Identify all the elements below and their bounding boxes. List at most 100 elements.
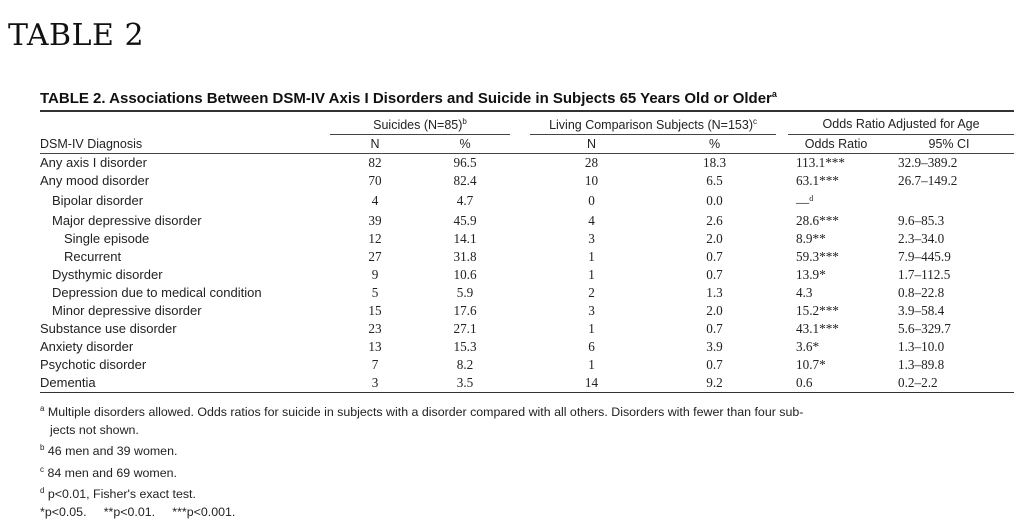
cell-n-living: 28 xyxy=(530,153,654,173)
group-suicides-mark: b xyxy=(462,117,467,126)
group-suicides-label: Suicides (N=85) xyxy=(373,118,463,133)
table-row: Single episode 12 14.1 3 2.0 8.9** 2.3–34.0 xyxy=(40,230,1014,248)
cell-ci: 1.3–10.0 xyxy=(884,338,1014,356)
footnote-d: d p<0.01, Fisher's exact test. xyxy=(40,482,1016,504)
cell-pct-living: 2.6 xyxy=(653,212,776,230)
spacer xyxy=(776,338,788,356)
cell-ci-value: 3.9–58.4 xyxy=(898,302,945,318)
cell-n-suicides: 3 xyxy=(330,373,420,393)
row-label-value: Psychotic disorder xyxy=(40,356,147,372)
footnotes: a Multiple disorders allowed. Odds ratio… xyxy=(40,400,1016,522)
col-header-n-living: N xyxy=(587,137,597,152)
cell-n-living-value: 3 xyxy=(588,230,595,246)
cell-pct-suicides: 15.3 xyxy=(420,338,510,356)
cell-ci-value: 5.6–329.7 xyxy=(898,320,951,336)
cell-pct-living-value: 0.0 xyxy=(706,192,723,208)
cell-odds-ratio: 10.7* xyxy=(788,356,884,374)
cell-pct-living: 0.7 xyxy=(653,248,776,266)
table-top-rule xyxy=(40,110,1014,112)
table-row: Major depressive disorder 39 45.9 4 2.6 28.6*… xyxy=(40,212,1014,230)
spacer xyxy=(510,320,530,338)
cell-pct-suicides: 8.2 xyxy=(420,356,510,374)
cell-n-suicides: 7 xyxy=(330,356,420,374)
cell-ci: 0.2–2.2 xyxy=(884,373,1015,393)
cell-n-living-value: 1 xyxy=(588,266,595,282)
footnote-c-text: 84 men and 69 women. xyxy=(47,465,177,480)
cell-ci-value: 2.3–34.0 xyxy=(898,230,945,246)
cell-odds-ratio-value: 28.6*** xyxy=(796,212,839,228)
cell-odds-ratio: 4.3 xyxy=(788,284,884,302)
cell-n-suicides: 27 xyxy=(330,248,420,266)
cell-odds-ratio: 3.6* xyxy=(788,338,884,356)
cell-n-suicides: 82 xyxy=(330,153,420,173)
spacer xyxy=(776,153,789,173)
row-label-value: Dysthymic disorder xyxy=(52,266,163,282)
cell-pct-living-value: 6.5 xyxy=(706,173,723,189)
spacer xyxy=(510,190,530,211)
cell-ci: 1.3–89.8 xyxy=(884,356,1014,374)
cell-pct-suicides-value: 3.5 xyxy=(456,374,474,390)
row-label-value: Substance use disorder xyxy=(40,320,177,336)
cell-odds-ratio-value: 10.7* xyxy=(796,356,826,372)
spacer xyxy=(510,153,531,173)
footnote-a-mark: a xyxy=(40,404,45,413)
table-row: Any axis I disorder 82 96.5 28 18.3 113.1*** 3… xyxy=(40,153,1015,173)
row-label-value: Bipolar disorder xyxy=(52,192,144,208)
cell-odds-ratio-value: 113.1*** xyxy=(796,155,845,171)
cell-n-living-value: 14 xyxy=(584,374,599,390)
spacer xyxy=(776,172,788,190)
spacer xyxy=(510,284,530,302)
cell-n-living: 1 xyxy=(530,356,653,374)
group-header-odds: Odds Ratio Adjusted for Age xyxy=(788,113,1015,136)
odds-ratio-footnote-mark: d xyxy=(809,194,814,204)
cell-n-living: 2 xyxy=(530,284,653,302)
cell-ci xyxy=(884,190,1014,211)
cell-ci-value: 7.9–445.9 xyxy=(898,248,951,264)
cell-odds-ratio: 0.6 xyxy=(788,373,885,393)
row-label: Dysthymic disorder xyxy=(40,266,330,284)
spacer xyxy=(510,172,530,190)
cell-n-living: 1 xyxy=(530,320,653,338)
cell-n-living: 4 xyxy=(530,212,653,230)
cell-n-suicides-value: 7 xyxy=(371,356,379,372)
footnote-a-text: Multiple disorders allowed. Odds ratios … xyxy=(47,405,804,420)
table-row: Any mood disorder 70 82.4 10 6.5 63.1*** 26.7–… xyxy=(40,172,1014,190)
cell-pct-suicides-value: 15.3 xyxy=(453,338,477,354)
cell-pct-living: 1.3 xyxy=(653,284,776,302)
group-living-label: Living Comparison Subjects (N=153) xyxy=(549,118,753,133)
spacer xyxy=(510,373,531,393)
cell-n-living-value: 0 xyxy=(588,192,595,208)
cell-ci: 26.7–149.2 xyxy=(884,172,1014,190)
cell-odds-ratio-value: 13.9* xyxy=(796,266,826,282)
cell-odds-ratio: 15.2*** xyxy=(788,302,884,320)
footnote-d-mark: d xyxy=(40,486,45,496)
cell-pct-living-value: 2.0 xyxy=(706,302,723,318)
cell-pct-living-value: 0.7 xyxy=(706,248,723,264)
cell-odds-ratio: 13.9* xyxy=(788,266,884,284)
cell-n-living: 1 xyxy=(530,266,653,284)
cell-n-suicides-value: 27 xyxy=(368,248,382,264)
group-odds-label: Odds Ratio Adjusted for Age xyxy=(822,116,980,131)
cell-pct-living: 6.5 xyxy=(653,172,776,190)
cell-ci: 2.3–34.0 xyxy=(884,230,1014,248)
spacer xyxy=(510,248,530,266)
col-header-pct-suicides: % xyxy=(459,137,471,152)
spacer xyxy=(776,320,788,338)
cell-n-suicides-value: 9 xyxy=(371,266,379,282)
row-label: Substance use disorder xyxy=(40,320,330,338)
cell-n-living-value: 1 xyxy=(588,248,595,264)
cell-pct-suicides: 45.9 xyxy=(420,212,510,230)
cell-pct-suicides: 27.1 xyxy=(420,320,510,338)
footnote-a: a Multiple disorders allowed. Odds ratio… xyxy=(40,400,1016,422)
spacer xyxy=(510,266,530,284)
cell-pct-living-value: 2.0 xyxy=(706,230,723,246)
spacer xyxy=(776,230,788,248)
cell-pct-suicides-value: 8.2 xyxy=(456,356,474,372)
cell-n-suicides-value: 5 xyxy=(371,284,379,300)
row-label: Any mood disorder xyxy=(40,172,330,190)
cell-n-living: 0 xyxy=(530,190,653,211)
cell-pct-living: 0.7 xyxy=(653,356,776,374)
cell-n-suicides: 70 xyxy=(330,172,420,190)
cell-n-suicides: 23 xyxy=(330,320,420,338)
cell-pct-suicides: 4.7 xyxy=(420,190,510,211)
